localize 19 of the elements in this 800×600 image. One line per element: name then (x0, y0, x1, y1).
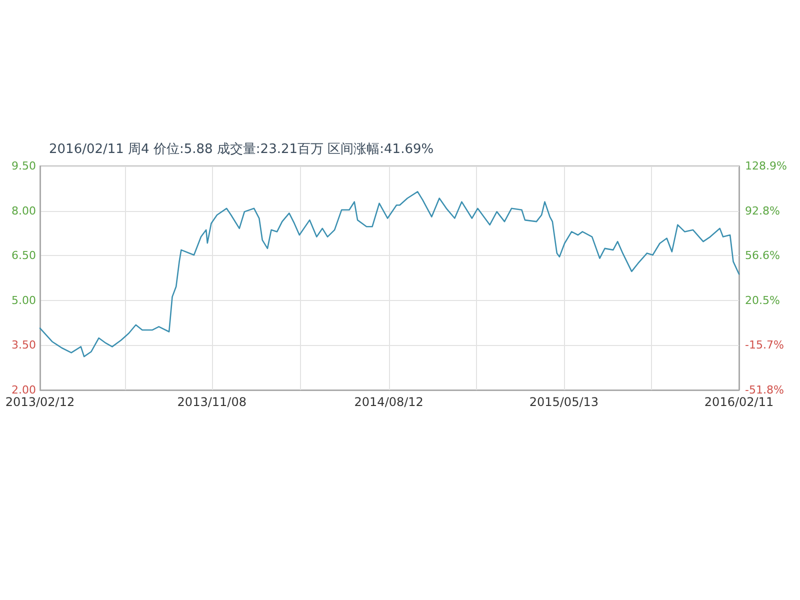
y2-tick-label: -15.7% (745, 338, 784, 352)
x-tick-label: 2016/02/11 (704, 395, 774, 409)
chart-title: 2016/02/11 周4 价位:5.88 成交量:23.21百万 区间涨幅:41.69% (49, 141, 434, 157)
y-tick-label: 6.50 (12, 249, 36, 262)
x-tick-label: 2015/05/13 (529, 395, 599, 409)
x-tick-label: 2013/11/08 (177, 395, 246, 409)
x-tick-label: 2013/02/12 (5, 395, 75, 409)
y2-tick-label: 56.6% (745, 249, 780, 262)
y-tick-label: 8.00 (12, 204, 36, 218)
y-tick-label: 5.00 (12, 294, 36, 307)
y-tick-label: 3.50 (12, 338, 36, 352)
y2-tick-label: 128.9% (745, 160, 787, 172)
y-tick-label: 2.00 (12, 384, 36, 396)
y2-tick-label: -51.8% (745, 384, 784, 396)
x-tick-label: 2014/08/12 (354, 395, 424, 409)
y2-tick-label: 92.8% (745, 204, 780, 218)
y2-tick-label: 20.5% (745, 294, 780, 307)
y-tick-label: 9.50 (12, 160, 36, 172)
line-series (39, 191, 740, 358)
